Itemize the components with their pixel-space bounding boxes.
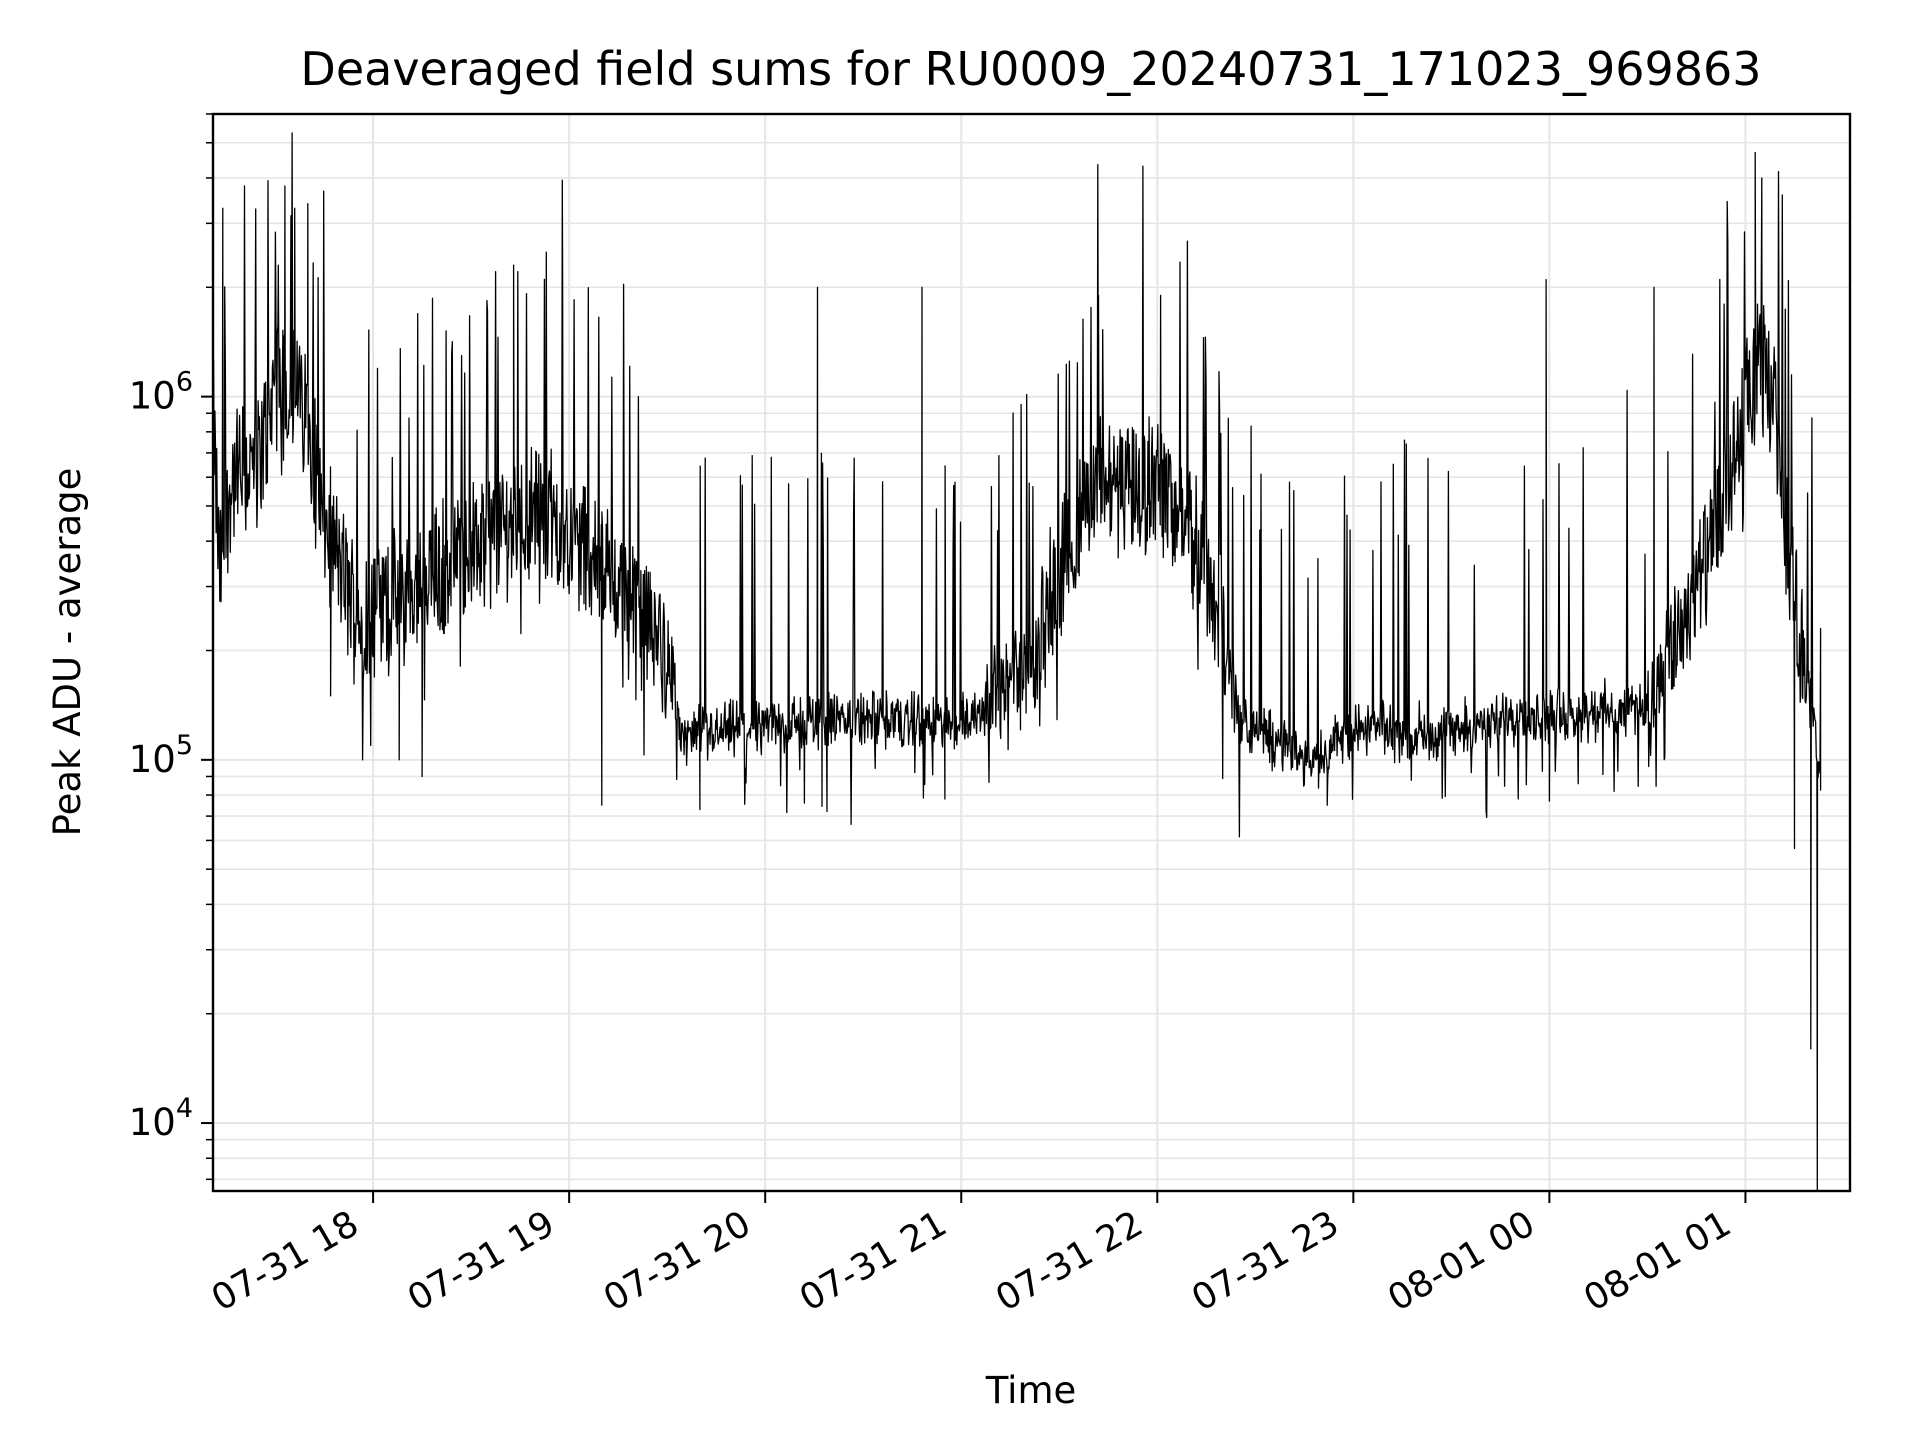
y-tick-label: 104 <box>129 1093 193 1144</box>
y-axis-label: Peak ADU - average <box>46 468 89 837</box>
chart-title: Deaveraged field sums for RU0009_2024073… <box>300 42 1761 96</box>
y-tick-label: 105 <box>129 730 193 781</box>
plot-frame <box>211 112 1852 1193</box>
y-tick-label: 106 <box>129 367 193 418</box>
series-line <box>212 132 1822 1192</box>
x-axis-label: Time <box>985 1369 1077 1412</box>
y-axis: 104 105 106 <box>129 113 213 1181</box>
